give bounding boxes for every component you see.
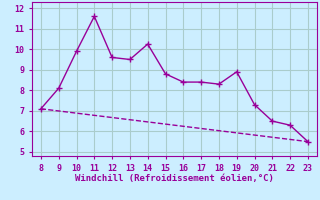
X-axis label: Windchill (Refroidissement éolien,°C): Windchill (Refroidissement éolien,°C) <box>75 174 274 183</box>
